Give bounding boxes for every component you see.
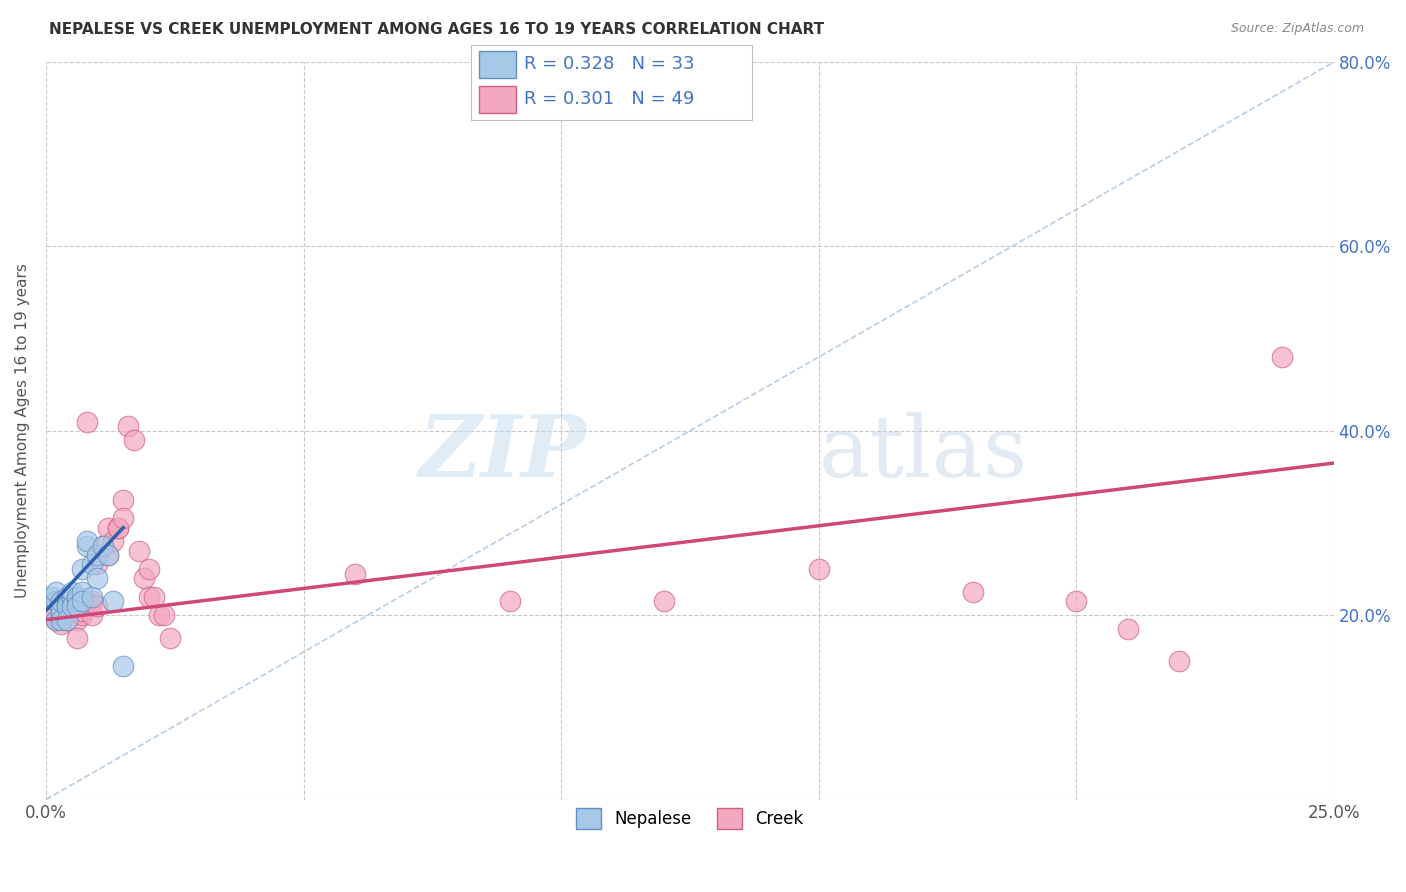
Y-axis label: Unemployment Among Ages 16 to 19 years: Unemployment Among Ages 16 to 19 years [15,263,30,599]
Point [70,608,93,623]
Point [97,520,120,534]
Point [55,613,77,627]
Point [66,631,89,645]
Point [138,590,160,604]
Point [807,562,830,576]
FancyBboxPatch shape [479,86,516,112]
Point [66,594,89,608]
Point [76,534,98,549]
Point [55,590,77,604]
Point [45,594,67,608]
Point [76,594,98,608]
Point [122,433,145,447]
Point [66,599,89,613]
Point [82,558,104,572]
Point [45,613,67,627]
Point [159,631,181,645]
Point [55,594,77,608]
Point [55,608,77,623]
Point [107,520,129,534]
Point [97,548,120,562]
Point [101,534,124,549]
Point [51,617,73,632]
Point [51,608,73,623]
Point [60,594,83,608]
Point [107,520,129,534]
Point [82,590,104,604]
Point [70,562,93,576]
Point [60,608,83,623]
Point [1116,622,1139,636]
Text: ZIP: ZIP [419,411,586,495]
Point [86,599,108,613]
Point [132,571,155,585]
Point [1271,350,1294,364]
Point [39,608,62,623]
Point [70,585,93,599]
Point [55,613,77,627]
Point [86,571,108,585]
Point [45,613,67,627]
Text: R = 0.301   N = 49: R = 0.301 N = 49 [524,90,695,108]
Point [91,539,114,553]
Text: NEPALESE VS CREEK UNEMPLOYMENT AMONG AGES 16 TO 19 YEARS CORRELATION CHART: NEPALESE VS CREEK UNEMPLOYMENT AMONG AGE… [49,22,824,37]
Point [91,539,114,553]
Point [60,603,83,617]
Point [101,594,124,608]
FancyBboxPatch shape [479,51,516,78]
Point [76,415,98,429]
Point [86,558,108,572]
Point [343,566,366,581]
Point [55,594,77,608]
Legend: Nepalese, Creek: Nepalese, Creek [569,802,810,836]
Point [45,594,67,608]
Point [51,594,73,608]
Point [86,548,108,562]
Text: R = 0.328   N = 33: R = 0.328 N = 33 [524,55,695,73]
Point [153,608,176,623]
Point [97,548,120,562]
Text: Source: ZipAtlas.com: Source: ZipAtlas.com [1230,22,1364,36]
Point [143,590,166,604]
Point [55,599,77,613]
Point [652,594,675,608]
Text: atlas: atlas [818,411,1028,494]
Point [117,419,139,434]
Point [82,594,104,608]
Point [112,492,135,507]
Point [962,585,984,599]
Point [39,590,62,604]
Point [60,590,83,604]
Point [70,603,93,617]
Point [66,590,89,604]
Point [55,599,77,613]
Point [51,599,73,613]
Point [60,599,83,613]
Point [45,585,67,599]
Point [60,585,83,599]
Point [112,658,135,673]
Point [1168,654,1191,668]
Point [128,543,150,558]
Point [70,594,93,608]
Point [112,511,135,525]
Point [82,608,104,623]
Point [76,539,98,553]
Point [498,594,520,608]
Point [138,562,160,576]
Point [66,594,89,608]
Point [51,613,73,627]
Point [1064,594,1087,608]
Point [148,608,170,623]
Point [51,603,73,617]
Point [66,613,89,627]
Point [60,599,83,613]
